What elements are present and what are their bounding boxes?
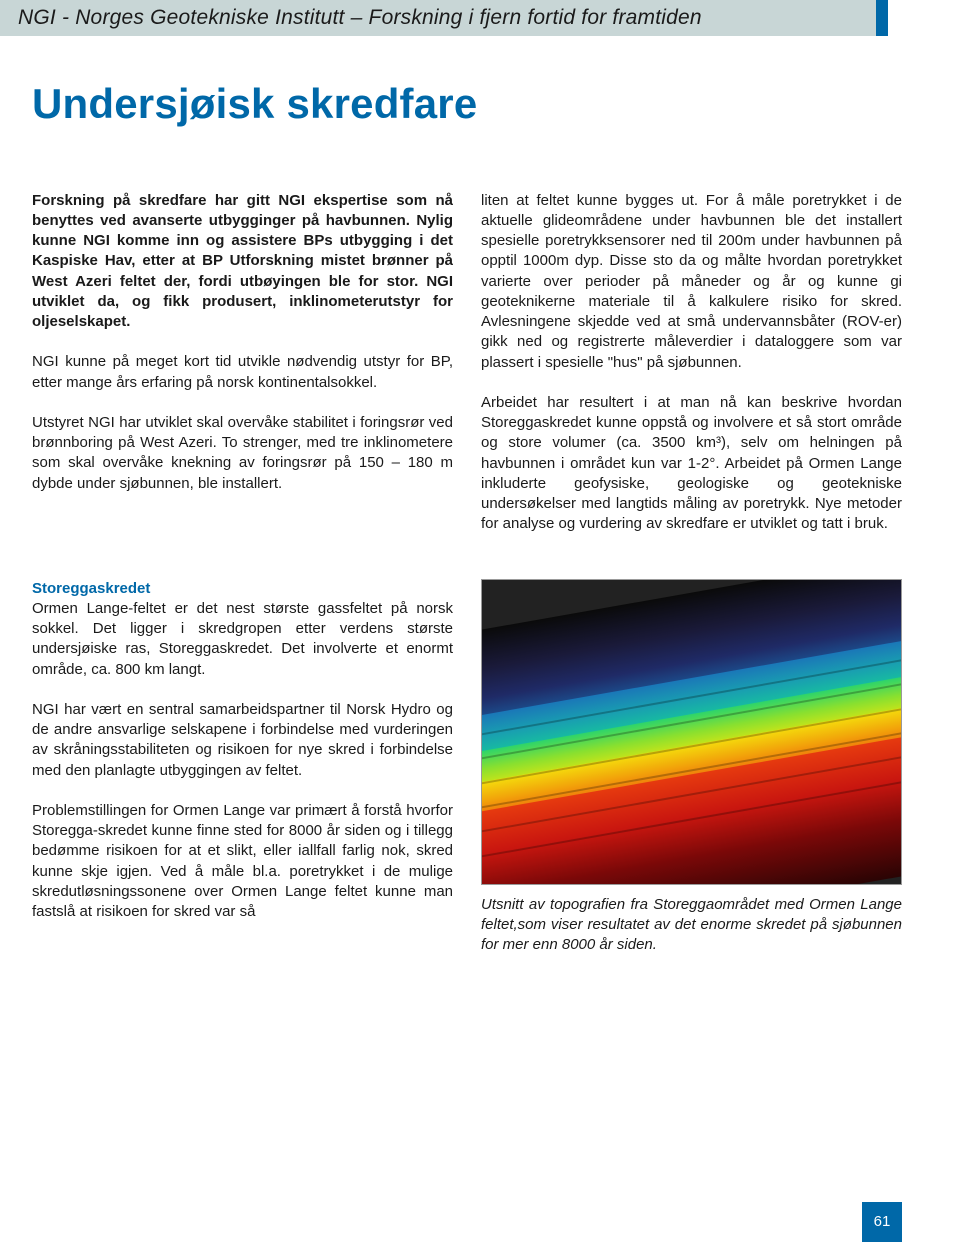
body-paragraph: Storeggaskredet Ormen Lange-feltet er det… [32,579,453,680]
intro-paragraph: Forskning på skredfare har gitt NGI eksp… [32,191,453,333]
page-number-badge: 61 [862,1202,902,1242]
body-paragraph: NGI kunne på meget kort tid utvikle nødv… [32,352,453,393]
figure-caption: Utsnitt av topografien fra Storeggaområd… [481,895,902,956]
body-paragraph: Problemstillingen for Ormen Lange var pr… [32,801,453,923]
lower-left-column: Storeggaskredet Ormen Lange-feltet er det… [32,579,453,943]
right-column: liten at feltet kunne bygges ut. For å m… [481,191,902,555]
topography-figure [481,579,902,885]
page-title: Undersjøisk skredfare [32,76,960,133]
body-paragraph: Arbeidet har resultert i at man nå kan b… [481,393,902,535]
left-column: Forskning på skredfare har gitt NGI eksp… [32,191,453,555]
body-paragraph: Utstyret NGI har utviklet skal overvåke … [32,413,453,494]
page-header-bar: NGI - Norges Geotekniske Institutt – For… [0,0,876,36]
two-column-row: Forskning på skredfare har gitt NGI eksp… [32,191,902,555]
header-text: NGI - Norges Geotekniske Institutt – For… [18,4,702,32]
section-heading: Storeggaskredet [32,580,150,597]
header-accent [876,0,888,36]
body-paragraph: liten at feltet kunne bygges ut. For å m… [481,191,902,373]
body-paragraph: NGI har vært en sentral samarbeidspartne… [32,700,453,781]
lower-row: Storeggaskredet Ormen Lange-feltet er det… [32,579,902,956]
body-text: Ormen Lange-feltet er det nest største g… [32,600,453,678]
lower-right-column: Utsnitt av topografien fra Storeggaområd… [481,579,902,956]
content-area: Forskning på skredfare har gitt NGI eksp… [0,191,960,956]
page-number: 61 [874,1212,891,1232]
